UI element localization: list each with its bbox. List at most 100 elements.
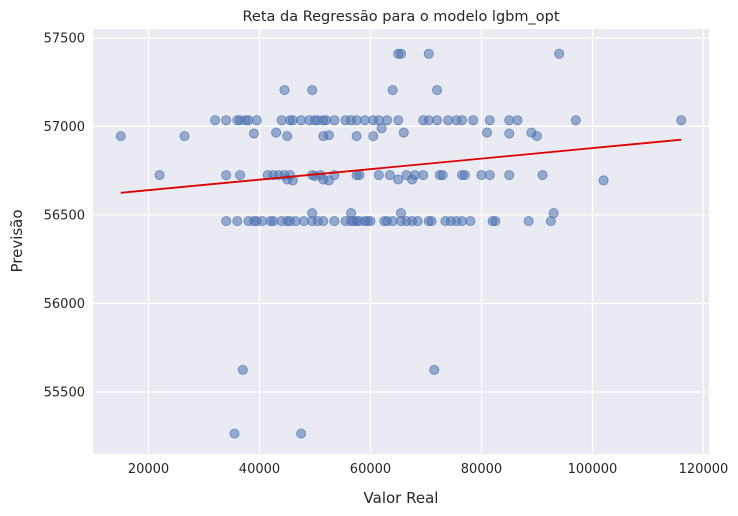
- data-point: [237, 364, 248, 375]
- data-point: [384, 170, 395, 181]
- data-point: [276, 115, 287, 126]
- data-point: [523, 216, 534, 227]
- data-point: [282, 131, 293, 142]
- data-point: [512, 115, 523, 126]
- data-point: [298, 216, 309, 227]
- data-point: [368, 131, 379, 142]
- data-point: [465, 216, 476, 227]
- regression-line: [120, 138, 682, 194]
- regression-line-group: [120, 138, 682, 194]
- data-point: [398, 127, 409, 138]
- data-point: [395, 48, 406, 59]
- data-point: [531, 131, 542, 142]
- data-point: [418, 170, 429, 181]
- y-axis-title: Previsão: [8, 209, 26, 272]
- x-tick-labels: 20000 40000 60000 80000 100000 120000: [128, 462, 728, 477]
- data-point: [373, 170, 384, 181]
- x-axis-title: Valor Real: [364, 489, 439, 507]
- data-point: [459, 170, 470, 181]
- data-point: [346, 208, 357, 219]
- data-point: [296, 428, 307, 439]
- x-tick-label: 60000: [350, 462, 391, 477]
- data-point: [457, 115, 468, 126]
- data-point: [598, 175, 609, 186]
- data-point: [554, 48, 565, 59]
- x-tick-label: 80000: [461, 462, 502, 477]
- data-point: [351, 115, 362, 126]
- data-point: [229, 428, 240, 439]
- data-point: [443, 115, 454, 126]
- data-point: [257, 216, 268, 227]
- data-point: [154, 170, 165, 181]
- data-point: [504, 170, 515, 181]
- data-point: [387, 85, 398, 96]
- data-point: [548, 208, 559, 219]
- data-point: [423, 115, 434, 126]
- data-point: [504, 128, 515, 139]
- data-point: [235, 170, 246, 181]
- data-point: [490, 216, 501, 227]
- data-point: [323, 130, 334, 141]
- data-point: [318, 216, 329, 227]
- data-point: [484, 170, 495, 181]
- data-point: [393, 174, 404, 185]
- data-point: [412, 216, 423, 227]
- data-point: [482, 127, 493, 138]
- data-point: [676, 115, 687, 126]
- data-point: [268, 216, 279, 227]
- chart-title: Reta da Regressão para o modelo lgbm_opt: [242, 9, 559, 25]
- data-point: [476, 170, 487, 181]
- data-point: [248, 128, 259, 139]
- data-point: [432, 85, 443, 96]
- y-tick-label: 56000: [44, 297, 85, 312]
- data-point: [296, 115, 307, 126]
- data-point: [179, 131, 190, 142]
- y-tick-labels: 55500 56000 56500 57000 57500: [44, 31, 85, 400]
- data-point: [279, 85, 290, 96]
- data-point: [395, 208, 406, 219]
- data-point: [232, 216, 243, 227]
- x-tick-label: 20000: [128, 462, 169, 477]
- y-tick-label: 57500: [44, 31, 85, 46]
- data-point: [251, 115, 262, 126]
- y-tick-label: 55500: [44, 386, 85, 401]
- y-tick-label: 56500: [44, 208, 85, 223]
- data-point: [376, 123, 387, 134]
- data-point: [287, 115, 298, 126]
- data-point: [365, 216, 376, 227]
- data-point: [570, 115, 581, 126]
- data-point: [329, 216, 340, 227]
- x-tick-label: 120000: [679, 462, 729, 477]
- data-point: [468, 115, 479, 126]
- data-point: [321, 115, 332, 126]
- data-point: [221, 216, 232, 227]
- data-point: [426, 216, 437, 227]
- data-point: [393, 115, 404, 126]
- plot-background: [93, 29, 709, 454]
- data-point: [432, 115, 443, 126]
- data-point: [429, 364, 440, 375]
- data-point: [409, 170, 420, 181]
- data-point: [537, 170, 548, 181]
- data-point: [484, 115, 495, 126]
- data-point: [221, 170, 232, 181]
- data-point: [221, 115, 232, 126]
- data-points: [115, 48, 687, 439]
- x-tick-label: 100000: [568, 462, 618, 477]
- data-point: [307, 85, 318, 96]
- y-tick-label: 57000: [44, 120, 85, 135]
- data-point: [437, 170, 448, 181]
- data-point: [329, 115, 340, 126]
- data-point: [359, 115, 370, 126]
- data-point: [382, 115, 393, 126]
- data-point: [243, 115, 254, 126]
- data-point: [271, 127, 282, 138]
- data-point: [354, 170, 365, 181]
- data-point: [423, 48, 434, 59]
- data-point: [210, 115, 221, 126]
- data-point: [290, 216, 301, 227]
- data-point: [387, 216, 398, 227]
- data-point: [504, 115, 515, 126]
- data-point: [457, 216, 468, 227]
